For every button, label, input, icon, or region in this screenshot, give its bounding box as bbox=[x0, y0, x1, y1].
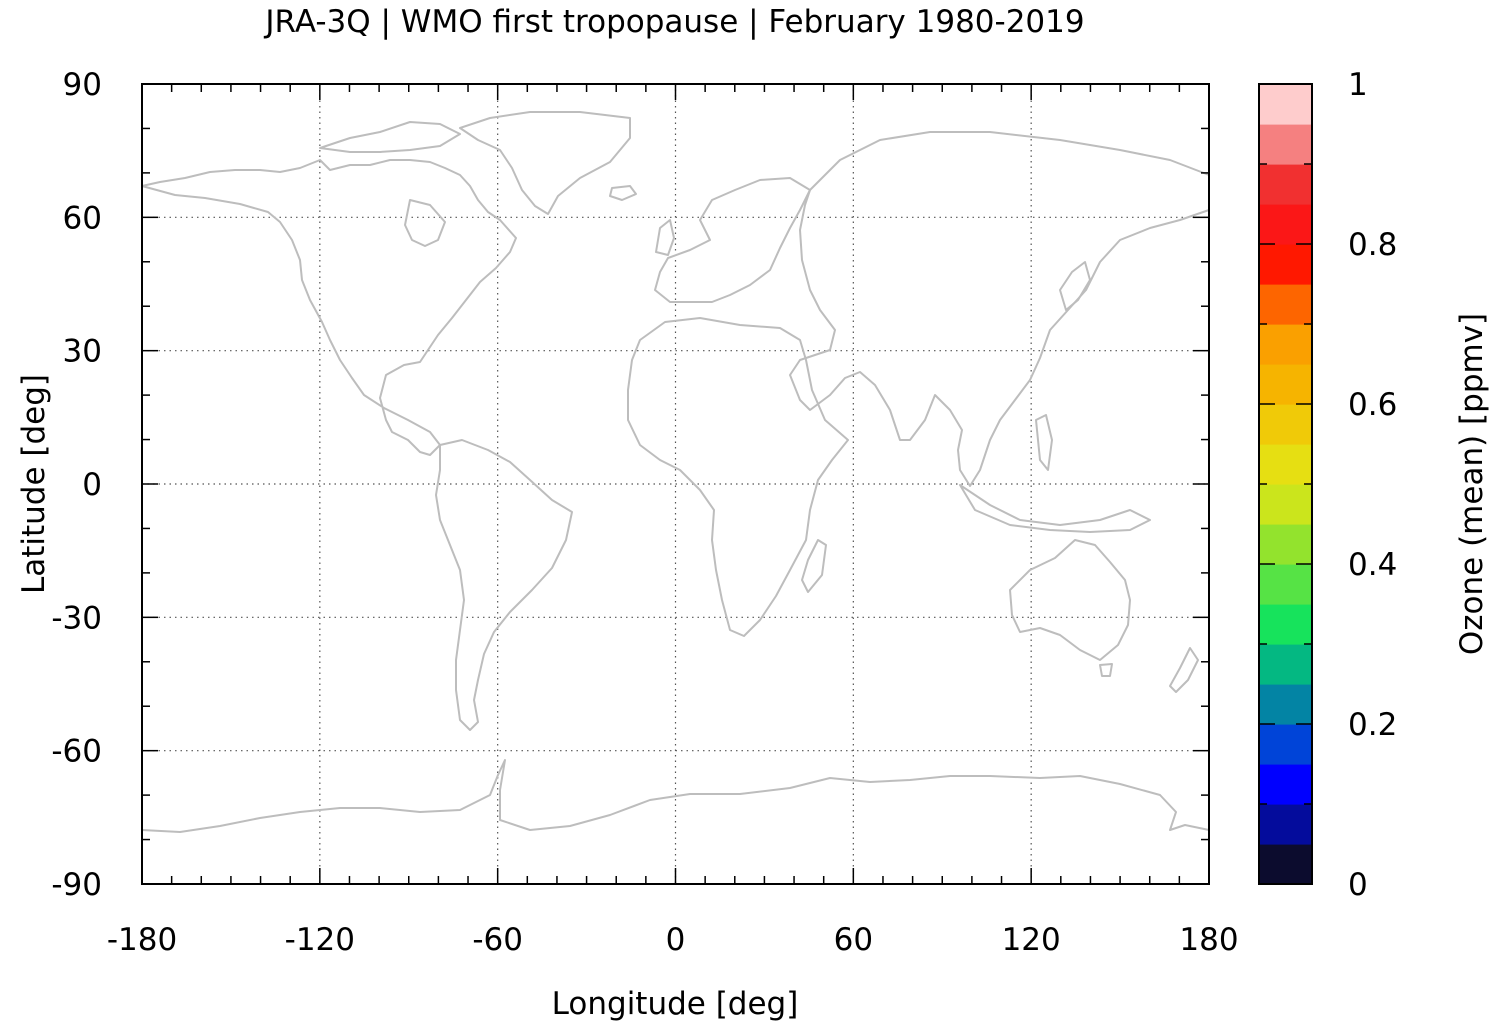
colorbar-swatch bbox=[1259, 244, 1312, 285]
coast-tasmania bbox=[1099, 663, 1113, 677]
y-tick-label: -90 bbox=[51, 867, 102, 903]
colorbar-swatch bbox=[1259, 404, 1312, 445]
colorbar-tick-label: 0 bbox=[1348, 867, 1368, 903]
x-tick-label: 0 bbox=[666, 922, 686, 958]
colorbar-tick-label: 0.6 bbox=[1348, 387, 1397, 423]
colorbar-swatch bbox=[1259, 764, 1312, 805]
coast-arctic-islands bbox=[319, 121, 461, 153]
x-tick-labels: -180 -120 -60 0 60 120 180 bbox=[107, 922, 1239, 958]
coast-iceland bbox=[609, 185, 637, 201]
coast-new-zealand bbox=[1169, 647, 1199, 693]
y-tick-label: 30 bbox=[63, 334, 102, 370]
coast-antarctica bbox=[141, 759, 1210, 833]
colorbar-tick-label: 0.4 bbox=[1348, 547, 1397, 583]
colorbar-swatch bbox=[1259, 804, 1312, 845]
coast-australia bbox=[1009, 539, 1131, 661]
coast-madagascar bbox=[801, 539, 827, 593]
colorbar-swatch bbox=[1259, 324, 1312, 365]
colorbar-swatch bbox=[1259, 524, 1312, 565]
coast-british-isles bbox=[655, 219, 675, 256]
coast-philippines bbox=[1035, 414, 1053, 471]
colorbar-tick-labels: 0 0.2 0.4 0.6 0.8 1 bbox=[1348, 67, 1397, 903]
y-tick-labels: 90 60 30 0 -30 -60 -90 bbox=[51, 67, 102, 903]
colorbar-swatch bbox=[1259, 604, 1312, 645]
colorbar-swatch bbox=[1259, 844, 1312, 885]
coastlines bbox=[141, 111, 1210, 833]
colorbar-swatch bbox=[1259, 484, 1312, 525]
x-tick-label: -60 bbox=[472, 922, 523, 958]
colorbar-swatch bbox=[1259, 124, 1312, 165]
colorbar-swatch bbox=[1259, 284, 1312, 325]
y-tick-label: 90 bbox=[63, 67, 102, 103]
colorbar-swatch bbox=[1259, 724, 1312, 765]
plot-area bbox=[141, 83, 1210, 885]
colorbar-swatch bbox=[1259, 204, 1312, 245]
y-tick-label: -30 bbox=[51, 600, 102, 636]
x-tick-label: 120 bbox=[1002, 922, 1061, 958]
coast-north-america bbox=[141, 159, 517, 456]
y-tick-label: -60 bbox=[51, 734, 102, 770]
coast-south-america bbox=[435, 439, 573, 731]
colorbar-swatch bbox=[1259, 164, 1312, 205]
x-tick-label: 60 bbox=[834, 922, 873, 958]
y-tick-label: 0 bbox=[82, 467, 102, 503]
coast-japan bbox=[1059, 261, 1091, 311]
colorbar-tick-label: 0.8 bbox=[1348, 227, 1397, 263]
colorbar-swatch bbox=[1259, 444, 1312, 485]
colorbar bbox=[1258, 83, 1313, 885]
y-tick-label: 60 bbox=[63, 200, 102, 236]
coast-indonesia bbox=[959, 484, 1151, 533]
colorbar-swatch bbox=[1259, 564, 1312, 605]
x-tick-label: -180 bbox=[107, 922, 177, 958]
coast-hudson-bay bbox=[404, 199, 446, 247]
x-tick-label: -120 bbox=[285, 922, 355, 958]
chart-title: JRA-3Q | WMO first tropopause | February… bbox=[263, 4, 1084, 40]
colorbar-swatch bbox=[1259, 684, 1312, 725]
coast-greenland bbox=[459, 111, 631, 215]
colorbar-tick-label: 0.2 bbox=[1348, 707, 1397, 743]
colorbar-swatch bbox=[1259, 84, 1312, 125]
grid-lines bbox=[142, 84, 1209, 884]
x-axis-label: Longitude [deg] bbox=[552, 986, 799, 1022]
colorbar-swatch bbox=[1259, 364, 1312, 405]
x-tick-label: 180 bbox=[1179, 922, 1238, 958]
colorbar-label: Ozone (mean) [ppmv] bbox=[1454, 313, 1490, 655]
colorbar-tick-label: 1 bbox=[1348, 67, 1368, 103]
colorbar-swatch bbox=[1259, 644, 1312, 685]
y-axis-label: Latitude [deg] bbox=[16, 374, 52, 594]
coast-africa bbox=[627, 317, 849, 637]
axis-ticks bbox=[141, 83, 1210, 885]
